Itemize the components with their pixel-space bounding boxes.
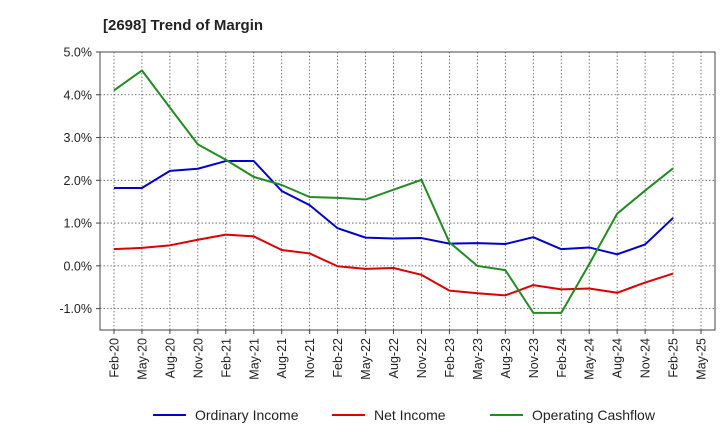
x-tick-label: Feb-20: [107, 338, 121, 378]
x-tick-label: Feb-22: [331, 338, 345, 378]
legend-label: Ordinary Income: [195, 407, 299, 423]
x-axis-ticks: Feb-20 May-20 Aug-20 Nov-20 Feb-21 May-21 Aug-…: [107, 330, 709, 380]
x-tick-label: May-23: [471, 338, 485, 380]
x-tick-label: May-24: [583, 338, 597, 380]
plot-frame: [99, 51, 716, 331]
series-line-net-income: [113, 233, 674, 297]
x-tick-label: Feb-24: [555, 338, 569, 378]
x-tick-label: Nov-21: [303, 338, 317, 378]
y-axis-ticks: 5.0% 4.0% 3.0% 2.0% 1.0% 0.0% -1.0%: [59, 46, 100, 316]
chart-title: [2698] Trend of Margin: [103, 17, 263, 34]
legend-label: Operating Cashflow: [532, 407, 656, 423]
y-tick-label: 4.0%: [64, 88, 93, 102]
series-lines: [113, 69, 674, 314]
y-tick-label: 5.0%: [64, 46, 93, 60]
series-line-operating-cashflow: [113, 69, 674, 314]
x-tick-label: May-20: [135, 338, 149, 380]
x-tick-label: Nov-24: [639, 338, 653, 378]
legend-label: Net Income: [374, 407, 446, 423]
y-tick-label: 1.0%: [64, 217, 93, 231]
x-tick-label: Aug-22: [387, 338, 401, 378]
x-tick-label: Aug-21: [275, 338, 289, 378]
y-tick-label: 3.0%: [64, 131, 93, 145]
legend: Ordinary Income Net Income Operating Cashf…: [153, 407, 656, 423]
x-tick-label: Nov-20: [191, 338, 205, 378]
series-line-ordinary-income: [113, 160, 674, 256]
x-tick-label: Feb-25: [667, 338, 681, 378]
x-tick-label: Feb-21: [219, 338, 233, 378]
x-tick-label: May-25: [695, 338, 709, 380]
grid-lines: [100, 51, 715, 330]
x-tick-label: May-22: [359, 338, 373, 380]
x-tick-label: Feb-23: [443, 338, 457, 378]
y-tick-label: -1.0%: [59, 302, 92, 316]
x-tick-label: Aug-24: [611, 338, 625, 378]
y-tick-label: 0.0%: [64, 259, 93, 273]
x-tick-label: Aug-23: [499, 338, 513, 378]
x-tick-label: May-21: [247, 338, 261, 380]
x-tick-label: Nov-22: [415, 338, 429, 378]
x-tick-label: Nov-23: [527, 338, 541, 378]
y-tick-label: 2.0%: [64, 174, 93, 188]
x-tick-label: Aug-20: [163, 338, 177, 378]
